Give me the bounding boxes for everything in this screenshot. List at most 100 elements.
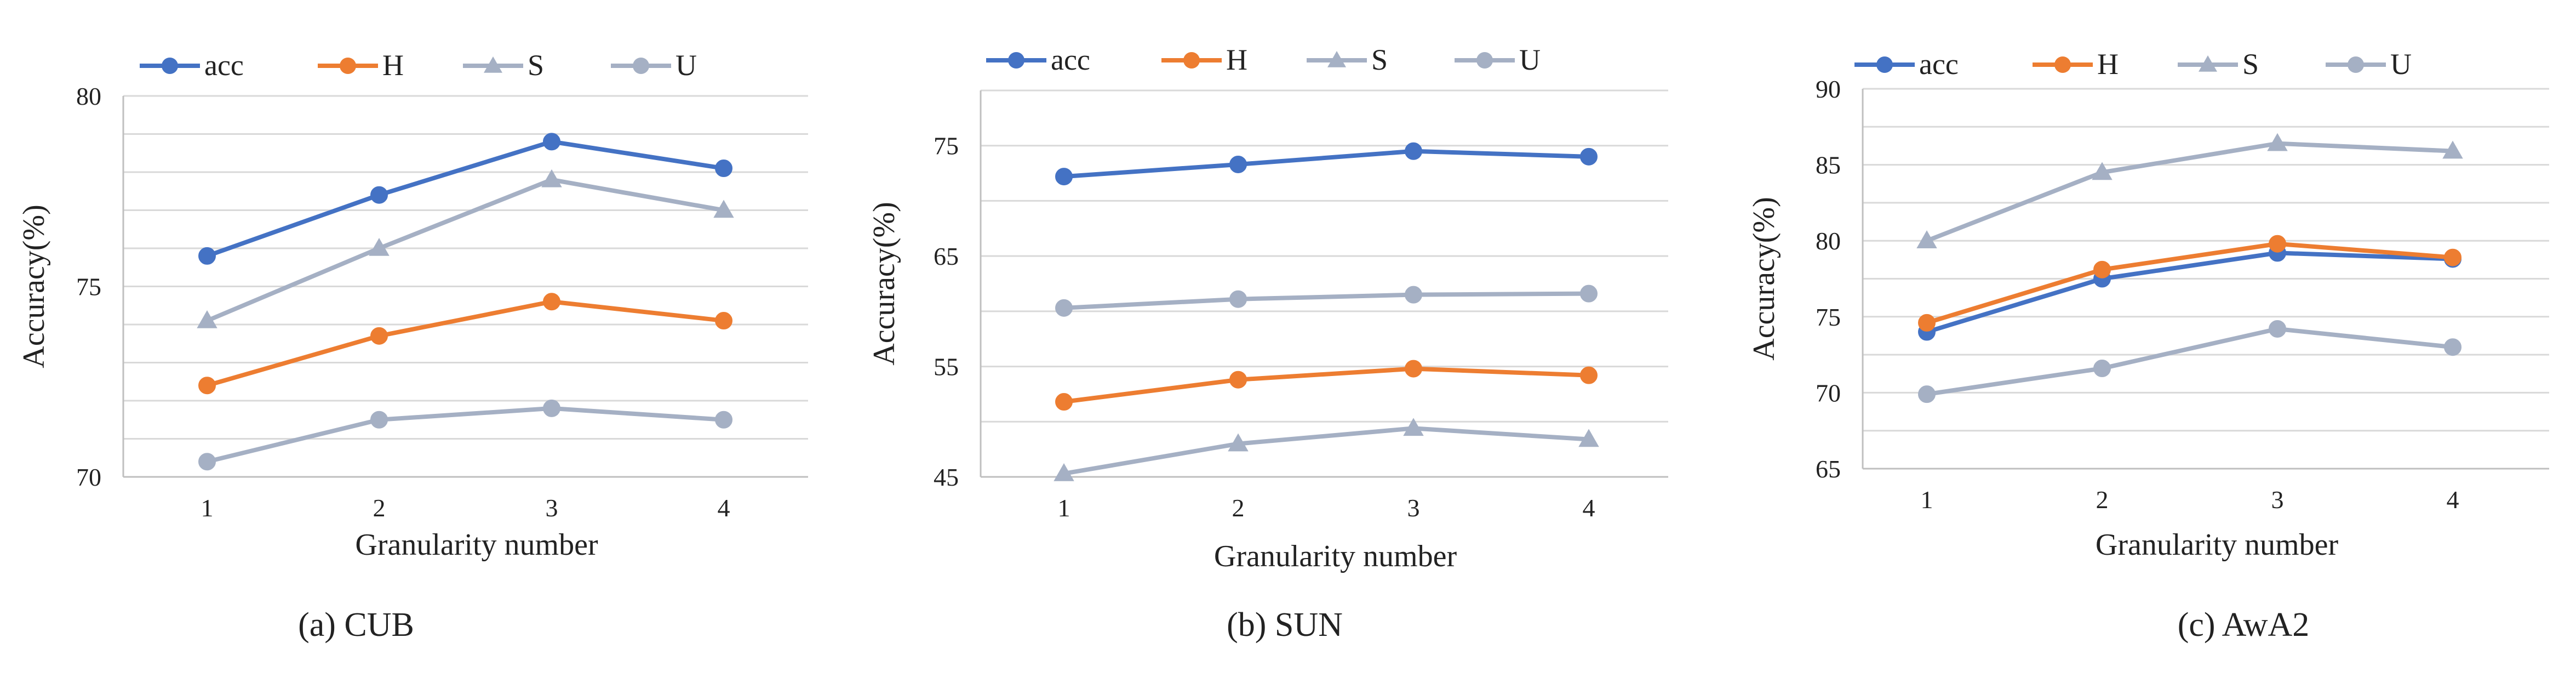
data-point-H [715,312,732,330]
y-tick-label: 75 [76,273,101,301]
legend-label-U: U [676,49,697,82]
legend-label-U: U [2390,48,2412,81]
y-tick-label: 70 [1816,379,1841,407]
x-tick-label: 1 [1921,486,1933,514]
data-point-S [197,310,217,328]
legend-marker-U [633,58,649,74]
series-line-acc [206,139,724,258]
data-point-acc [1055,168,1073,186]
legend-label-H: H [382,49,404,82]
series-line-S [1063,426,1589,476]
y-axis-title: Accuracy(%) [1747,197,1781,360]
data-point-H [1580,366,1598,384]
legend-label-S: S [528,49,544,82]
data-point-H [2269,235,2286,253]
data-point-S [2092,162,2113,180]
data-point-U [370,411,388,429]
data-point-acc [715,160,732,178]
subfigure-caption: (a) CUB [298,606,414,644]
series-line-H [1926,241,2453,325]
legend-marker-H [2054,56,2071,73]
y-axis-title: Accuracy(%) [867,202,901,365]
data-point-H [1918,314,1936,332]
y-tick-label: 65 [1816,455,1841,483]
subfigure-caption: (c) AwA2 [2178,606,2310,644]
data-point-U [2269,320,2286,338]
data-point-U [1229,290,1247,308]
y-tick-label: 75 [934,132,959,160]
y-tick-label: 90 [1816,75,1841,103]
y-tick-label: 55 [934,353,959,381]
series-line-S [206,177,724,323]
legend-marker-U [2348,56,2364,73]
x-tick-label: 4 [1583,494,1595,522]
series-line-H [206,299,724,388]
y-tick-label: 85 [1816,151,1841,179]
x-axis-title: Granularity number [2096,528,2339,562]
legend-label-U: U [1519,43,1541,76]
data-point-H [543,293,560,311]
legend-marker-acc [1008,52,1024,69]
data-point-U [2444,338,2461,356]
legend-label-S: S [2242,48,2259,81]
series-line-acc [1926,251,2453,334]
y-tick-label: 65 [934,242,959,270]
data-point-U [1580,284,1598,303]
legend-marker-acc [1876,56,1893,73]
x-tick-label: 2 [373,494,386,522]
data-point-S [2267,133,2288,151]
data-point-acc [370,186,388,204]
data-point-S [2442,140,2463,159]
data-point-S [1578,429,1599,447]
y-axis-title: Accuracy(%) [17,204,51,368]
x-axis-title: Granularity number [1214,539,1457,573]
data-point-S [1403,418,1424,436]
legend-label-H: H [1226,43,1247,76]
series-line-U [1063,291,1589,310]
data-point-S [541,169,562,187]
x-tick-label: 4 [2447,486,2459,514]
x-tick-label: 2 [2096,486,2109,514]
data-point-acc [198,247,216,265]
data-point-U [1918,385,1936,403]
series-line-H [1063,366,1589,404]
data-point-H [198,377,216,395]
data-point-U [1405,286,1422,304]
data-point-H [2444,248,2461,266]
x-tick-label: 3 [1407,494,1420,522]
data-point-acc [543,133,560,151]
data-point-S [369,237,390,256]
x-tick-label: 2 [1232,494,1245,522]
data-point-S [1228,433,1249,452]
x-tick-label: 3 [546,494,558,522]
series-line-acc [1063,149,1589,179]
data-point-S [1916,230,1937,248]
data-point-H [1055,393,1073,411]
legend-label-acc: acc [1051,43,1090,76]
legend-label-S: S [1371,43,1388,76]
data-point-U [715,411,732,429]
legend-marker-H [340,58,356,74]
data-point-acc [1580,147,1598,166]
y-tick-label: 45 [934,463,959,491]
data-point-S [1054,463,1074,481]
x-tick-label: 3 [2271,486,2284,514]
y-tick-label: 75 [1816,303,1841,331]
data-point-U [2093,360,2111,378]
data-point-H [2093,260,2111,278]
data-point-U [198,453,216,471]
data-point-H [1405,360,1422,378]
x-tick-label: 1 [201,494,214,522]
y-tick-label: 80 [76,82,101,110]
data-point-U [1055,299,1073,317]
legend-marker-U [1476,52,1493,69]
data-point-H [370,327,388,345]
legend-marker-H [1183,52,1200,69]
data-point-S [713,200,734,218]
chart-panel-1: 70 75 80 1 2 3 4 Accuracy(%) Granularity number a… [17,49,808,644]
legend-label-acc: acc [204,49,244,82]
series-line-U [1926,326,2453,397]
x-axis-title: Granularity number [355,528,598,562]
legend-marker-S [2199,55,2217,72]
